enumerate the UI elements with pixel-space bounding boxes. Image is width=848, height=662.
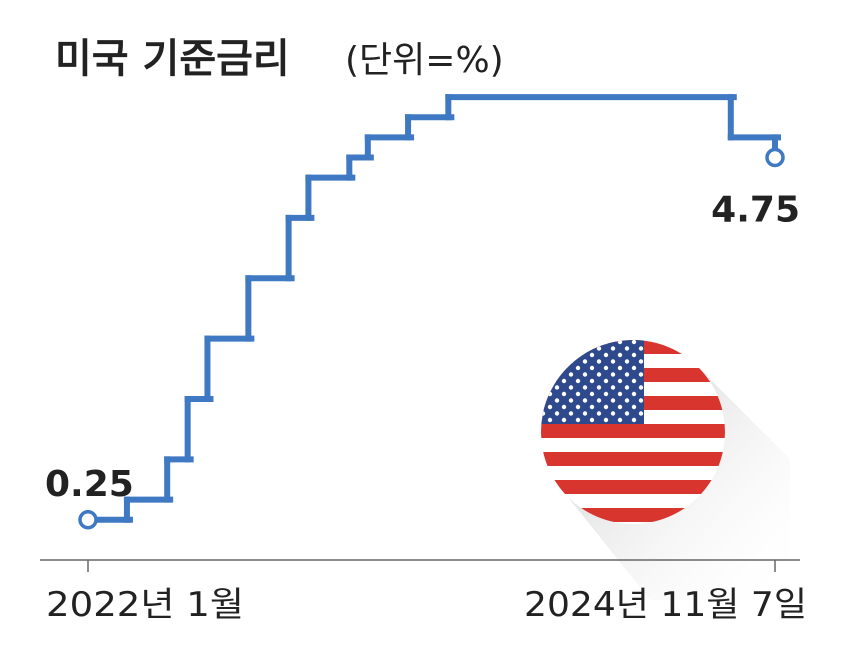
value-label: 4.75 bbox=[711, 190, 800, 231]
chart-subtitle: (단위=%) bbox=[345, 40, 504, 81]
end-point bbox=[765, 147, 785, 168]
chart-title: 미국 기준금리 bbox=[55, 36, 290, 82]
x-tick-label: 2022년 1월 bbox=[46, 585, 244, 625]
x-tick-label: 2024년 11월 7일 bbox=[524, 585, 807, 625]
flag bbox=[541, 340, 790, 600]
value-label: 0.25 bbox=[45, 464, 134, 505]
end-point bbox=[78, 510, 98, 530]
